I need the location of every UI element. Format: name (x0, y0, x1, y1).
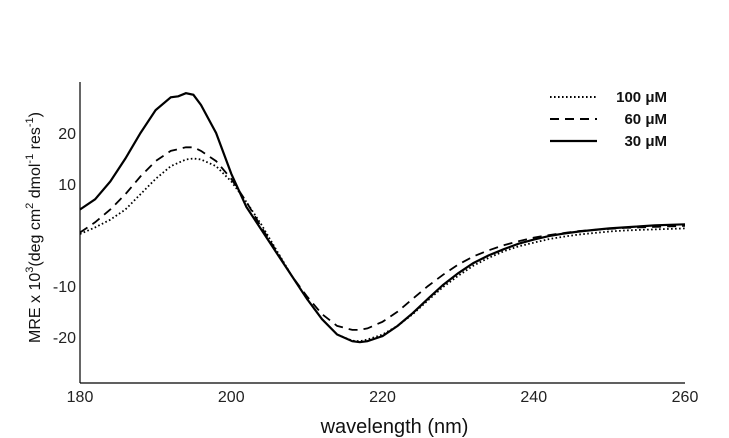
legend-label: 100 μM (616, 89, 667, 106)
y-tick-label: -10 (53, 279, 76, 296)
y-axis-title-sup: 3 (24, 267, 36, 273)
x-tick-labels: 180 200 220 240 260 (67, 389, 699, 406)
legend-label: 30 μM (624, 133, 667, 150)
series-line (79, 157, 686, 343)
y-axis-title-sup: -1 (24, 154, 36, 164)
y-tick-label: -20 (53, 330, 76, 347)
x-tick-label: 200 (218, 389, 245, 406)
x-tick-label: 260 (672, 389, 699, 406)
y-tick-label: 10 (58, 177, 76, 194)
y-axis-title-part: (deg cm (27, 209, 44, 267)
x-axis-title: wavelength (nm) (320, 416, 469, 438)
x-tick-label: 240 (520, 389, 547, 406)
y-axis-title-part: dmol (27, 164, 44, 203)
y-axis-title-part: ) (27, 112, 44, 117)
series-line (79, 146, 686, 331)
axes (79, 82, 685, 384)
y-tick-label: 20 (58, 126, 76, 143)
y-tick-labels: 20 10 -10 -20 (53, 126, 76, 347)
y-axis-title-sup: 2 (24, 203, 36, 209)
y-axis-title: MRE x 103(deg cm2 dmol-1 res-1) (24, 112, 44, 343)
x-tick-label: 220 (369, 389, 396, 406)
x-tick-label: 180 (67, 389, 94, 406)
y-axis-title-prefix: MRE x 10 (27, 273, 44, 343)
series-line (79, 92, 686, 344)
y-axis-title-part: res (27, 127, 44, 154)
series-lines (79, 92, 686, 344)
y-axis-title-sup: -1 (24, 117, 36, 127)
legend: 100 μM 60 μM 30 μM (550, 89, 667, 150)
legend-label: 60 μM (624, 111, 667, 128)
